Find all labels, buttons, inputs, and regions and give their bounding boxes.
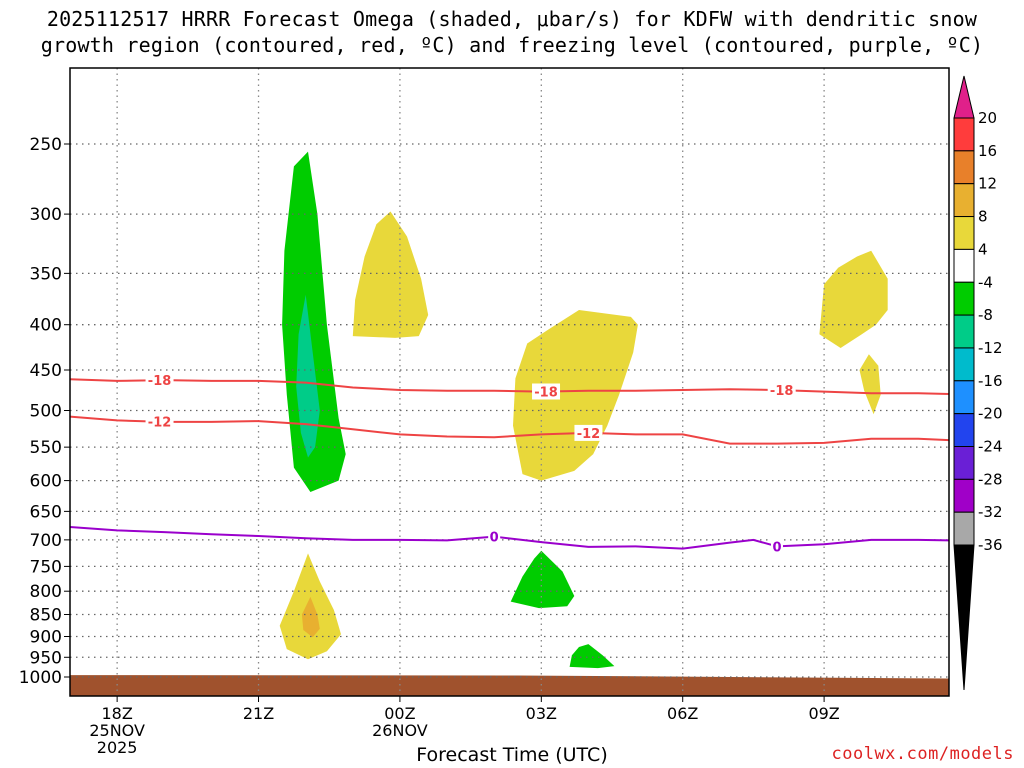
omega-region-9	[569, 644, 615, 669]
x-tick-label: 06Z	[667, 704, 698, 723]
isotherm-label-0: 0	[772, 540, 781, 555]
colorbar-top-arrow	[953, 75, 975, 119]
colorbar-label: -28	[978, 470, 1003, 488]
colorbar-label: -16	[978, 372, 1003, 390]
colorbar-swatch	[953, 380, 975, 415]
x-axis-title: Forecast Time (UTC)	[416, 744, 608, 766]
omega-region-4	[819, 250, 888, 348]
x-tick-label: 18Z	[101, 704, 132, 723]
colorbar-label: 8	[978, 208, 988, 226]
isotherm-label-0: 0	[490, 531, 499, 546]
colorbar-bottom-arrow	[953, 544, 975, 691]
chart-title: 2025112517 HRRR Forecast Omega (shaded, …	[0, 6, 1024, 58]
colorbar-swatch	[953, 314, 975, 349]
x-tick-label: 00Z	[384, 704, 415, 723]
colorbar-swatch	[953, 446, 975, 480]
colorbar-swatch	[953, 150, 975, 185]
colorbar-label: -4	[978, 273, 993, 291]
x-tick-label: 21Z	[243, 704, 274, 723]
ground-terrain	[70, 675, 949, 696]
isotherm-contour--18	[70, 378, 949, 395]
colorbar-label: 20	[978, 109, 997, 127]
y-tick-label: 250	[30, 135, 62, 155]
isotherm-label--18: -18	[534, 386, 558, 401]
y-tick-label: 900	[30, 627, 62, 647]
y-tick-label: 800	[30, 582, 62, 602]
plot-frame	[69, 67, 950, 697]
y-tick-label: 600	[30, 472, 62, 492]
omega-region-5	[859, 354, 881, 415]
omega-region-2	[352, 211, 429, 338]
colorbar-swatch	[953, 511, 975, 546]
y-tick-label: 700	[30, 531, 62, 551]
plot-area: -18 -18 -18 -12 -12 0 0	[70, 68, 949, 696]
colorbar-label: -8	[978, 306, 993, 324]
omega-region-0	[282, 151, 346, 492]
omega-region-8	[510, 550, 575, 609]
colorbar-label: 12	[978, 175, 997, 193]
colorbar-swatch	[953, 248, 975, 283]
isotherm-label--12: -12	[577, 427, 601, 442]
y-tick-label: 1000	[19, 668, 62, 688]
y-tick-label: 450	[30, 361, 62, 381]
x-tick-label: 25NOV	[89, 721, 145, 740]
chart-title-line-1: 2025112517 HRRR Forecast Omega (shaded, …	[46, 7, 978, 31]
y-tick-label: 650	[30, 502, 62, 522]
y-tick-label: 300	[30, 205, 62, 225]
colorbar-swatch	[953, 347, 975, 382]
chart-title-line-2: growth region (contoured, red, ºC) and f…	[40, 33, 984, 57]
isotherm-label--12: -12	[148, 416, 172, 431]
colorbar-label: -20	[978, 405, 1003, 423]
colorbar-label: -36	[978, 536, 1003, 554]
x-tick-label: 03Z	[526, 704, 557, 723]
x-tick-label: 26NOV	[372, 721, 428, 740]
colorbar-label: -32	[978, 503, 1003, 521]
colorbar-swatch	[953, 478, 975, 513]
colorbar: 20 16 12 8 4 -4 -8 -12 -16 -20 -24 -28 -32 -36	[953, 75, 1003, 691]
colorbar-swatch	[953, 216, 975, 250]
y-tick-label: 400	[30, 316, 62, 336]
isotherm-contour--12	[70, 415, 949, 445]
colorbar-label: -12	[978, 339, 1003, 357]
x-tick-label: 09Z	[808, 704, 839, 723]
y-tick-label: 500	[30, 402, 62, 422]
colorbar-swatch	[953, 413, 975, 447]
isotherm-contour-0	[70, 526, 949, 550]
colorbar-label: 4	[978, 240, 988, 258]
x-tick-label: 2025	[97, 738, 138, 757]
y-tick-label: 950	[30, 648, 62, 668]
omega-region-1	[296, 294, 320, 458]
colorbar-swatch	[953, 281, 975, 316]
isotherm-label--18: -18	[148, 374, 172, 389]
omega-region-7	[301, 596, 320, 638]
credit-text: coolwx.com/models	[831, 744, 1014, 764]
y-tick-label: 850	[30, 606, 62, 626]
colorbar-swatch	[953, 183, 975, 218]
y-tick-label: 350	[30, 264, 62, 284]
colorbar-swatch	[953, 117, 975, 152]
y-tick-label: 550	[30, 438, 62, 458]
isotherm-label--18: -18	[770, 384, 794, 399]
omega-region-3	[513, 310, 638, 481]
y-tick-label: 750	[30, 557, 62, 577]
colorbar-label: 16	[978, 142, 997, 160]
colorbar-label: -24	[978, 438, 1003, 456]
